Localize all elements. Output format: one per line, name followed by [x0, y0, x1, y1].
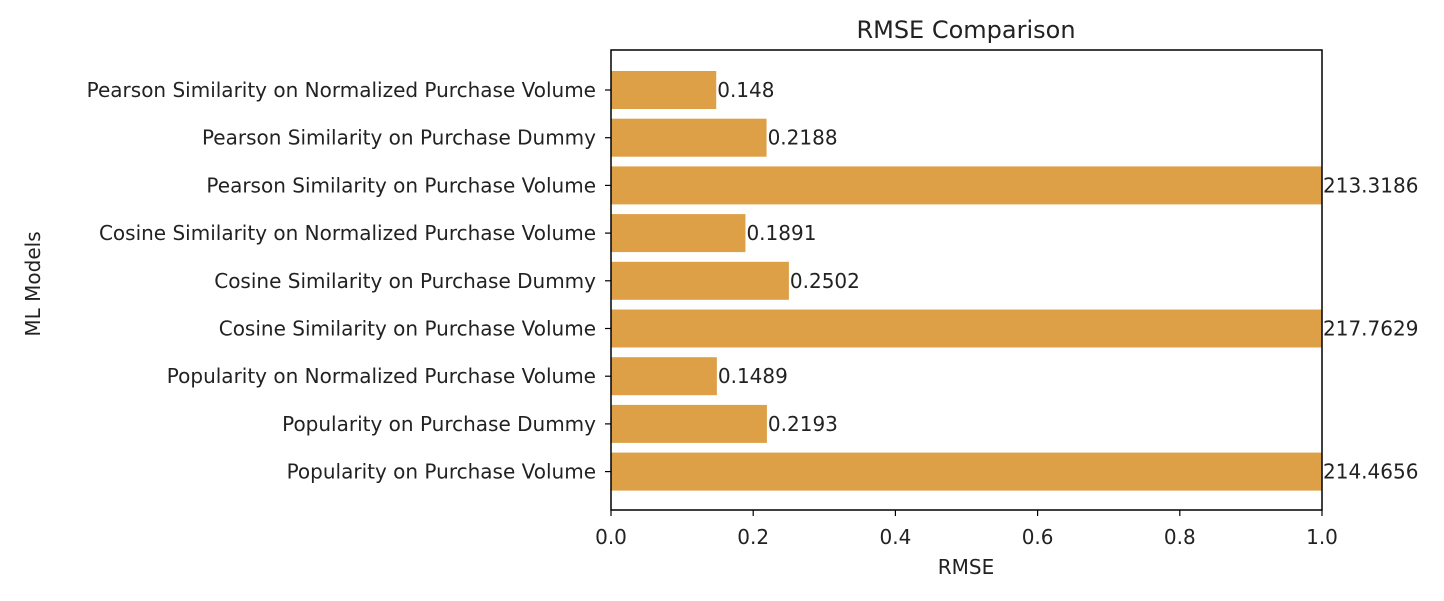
y-tick-label: Popularity on Purchase Volume [287, 460, 596, 484]
x-tick-label: 0.2 [737, 525, 769, 549]
data-label: 213.3186 [1323, 173, 1418, 197]
y-axis-label: ML Models [21, 231, 45, 336]
data-label: 0.148 [717, 78, 774, 102]
y-tick-label: Cosine Similarity on Purchase Dummy [214, 269, 596, 293]
data-label: 0.2188 [768, 126, 838, 150]
bar [611, 166, 1322, 205]
bar [611, 309, 1322, 348]
bar [611, 71, 717, 109]
bar [611, 452, 1322, 491]
chart-title: RMSE Comparison [856, 16, 1075, 44]
y-tick-label: Pearson Similarity on Purchase Dummy [202, 126, 596, 150]
y-tick-label: Popularity on Normalized Purchase Volume [167, 364, 596, 388]
x-tick-label: 0.4 [879, 525, 911, 549]
x-tick-label: 0.8 [1164, 525, 1196, 549]
y-tick-label: Cosine Similarity on Purchase Volume [219, 317, 596, 341]
y-tick-label: Popularity on Purchase Dummy [282, 412, 596, 436]
plot-frame [610, 49, 1323, 511]
y-tick-label: Cosine Similarity on Normalized Purchase… [99, 221, 596, 245]
data-label: 0.2193 [768, 412, 838, 436]
bar [611, 357, 717, 396]
bars-layer: 0.148 0.2188 213.3186 0.1891 0.2502 217.7629 0… [611, 71, 1418, 491]
y-tick-label: Pearson Similarity on Normalized Purchas… [87, 78, 596, 102]
data-label: 0.2502 [790, 269, 860, 293]
bar [611, 261, 789, 300]
data-label: 0.1891 [746, 221, 816, 245]
x-tick-label: 0.0 [595, 525, 627, 549]
bar [611, 118, 767, 157]
bar [611, 404, 767, 443]
x-axis-label: RMSE [938, 555, 994, 579]
x-tick-label: 1.0 [1306, 525, 1338, 549]
bar [611, 214, 746, 253]
y-tick-label: Pearson Similarity on Purchase Volume [206, 173, 596, 197]
data-label: 0.1489 [718, 364, 788, 388]
y-axis: Pearson Similarity on Normalized Purchas… [87, 78, 611, 484]
data-label: 217.7629 [1323, 317, 1418, 341]
x-tick-label: 0.6 [1022, 525, 1054, 549]
x-axis: 0.0 0.2 0.4 0.6 0.8 1.0 [595, 510, 1338, 549]
data-label: 214.4656 [1323, 460, 1418, 484]
